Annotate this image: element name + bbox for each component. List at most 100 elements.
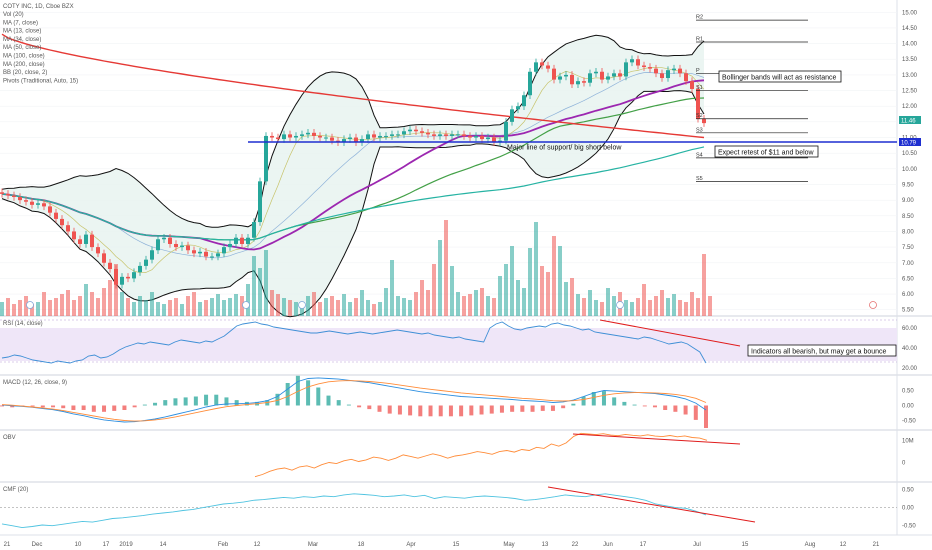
candle[interactable] — [36, 203, 40, 205]
candle[interactable] — [558, 76, 562, 80]
candle[interactable] — [564, 74, 568, 77]
candle[interactable] — [132, 272, 136, 279]
candle[interactable] — [528, 71, 532, 96]
candle[interactable] — [366, 134, 370, 140]
candle[interactable] — [162, 237, 166, 240]
bollinger-upper[interactable] — [1, 34, 705, 228]
candle[interactable] — [300, 134, 304, 136]
candle[interactable] — [468, 135, 472, 138]
rsi-trendline[interactable] — [599, 319, 741, 347]
candle[interactable] — [372, 134, 376, 138]
candle[interactable] — [54, 212, 58, 219]
candle[interactable] — [672, 68, 676, 71]
candle[interactable] — [420, 131, 424, 133]
macd-signal-line[interactable] — [1, 380, 707, 422]
candle[interactable] — [288, 134, 292, 138]
cmf-line[interactable] — [1, 493, 707, 529]
candle[interactable] — [240, 237, 244, 244]
candle[interactable] — [492, 137, 496, 143]
candle[interactable] — [624, 62, 628, 77]
candle[interactable] — [486, 137, 490, 140]
candle[interactable] — [246, 237, 250, 244]
candle[interactable] — [144, 259, 148, 266]
candle[interactable] — [156, 239, 160, 251]
legend-item[interactable]: MA (34, close) — [3, 37, 41, 43]
candle[interactable] — [474, 135, 478, 138]
legend-item[interactable]: MA (50, close) — [3, 45, 41, 51]
candle[interactable] — [96, 247, 100, 254]
candle[interactable] — [222, 247, 226, 254]
candle[interactable] — [228, 243, 232, 248]
rsi-line[interactable] — [1, 321, 707, 364]
candle[interactable] — [450, 134, 454, 136]
candle[interactable] — [90, 234, 94, 248]
ma-200-line[interactable] — [1, 33, 705, 139]
candle[interactable] — [108, 262, 112, 270]
candle[interactable] — [216, 253, 220, 257]
candle[interactable] — [126, 276, 130, 279]
candle[interactable] — [594, 71, 598, 74]
candle[interactable] — [360, 139, 364, 143]
candle[interactable] — [396, 134, 400, 136]
candle[interactable] — [312, 132, 316, 136]
candle[interactable] — [12, 195, 16, 198]
candle[interactable] — [456, 134, 460, 136]
candle[interactable] — [72, 231, 76, 240]
dividend-marker[interactable] — [26, 301, 34, 309]
candle[interactable] — [258, 181, 262, 223]
candle[interactable] — [306, 132, 310, 135]
candle[interactable] — [114, 269, 118, 285]
bollinger-lower[interactable] — [1, 90, 705, 318]
ma-7-line[interactable] — [1, 67, 705, 274]
candle[interactable] — [234, 237, 238, 244]
candle[interactable] — [342, 139, 346, 143]
legend-item[interactable]: MA (7, close) — [3, 20, 38, 26]
ma-100-line[interactable] — [1, 146, 705, 241]
annotation-indicators[interactable]: Indicators all bearish, but may get a bo… — [747, 344, 897, 357]
candle[interactable] — [138, 265, 142, 273]
candle[interactable] — [636, 59, 640, 66]
candle[interactable] — [48, 206, 52, 213]
candle[interactable] — [660, 73, 664, 79]
candle[interactable] — [390, 134, 394, 136]
candle[interactable] — [534, 62, 538, 72]
annotation-retest[interactable]: Expect retest of $11 and below — [714, 145, 819, 158]
candle[interactable] — [102, 253, 106, 263]
candle[interactable] — [180, 245, 184, 248]
earnings-marker[interactable] — [869, 301, 877, 309]
candle[interactable] — [630, 59, 634, 63]
candle[interactable] — [408, 129, 412, 132]
dividend-marker[interactable] — [616, 301, 624, 309]
candle[interactable] — [648, 67, 652, 69]
candle[interactable] — [426, 132, 430, 135]
candle[interactable] — [618, 73, 622, 77]
candle[interactable] — [192, 250, 196, 254]
legend-item[interactable]: MA (100, close) — [3, 54, 45, 60]
candle[interactable] — [444, 134, 448, 136]
obv-line[interactable] — [254, 432, 708, 478]
legend-item[interactable]: MA (13, close) — [3, 29, 41, 35]
candle[interactable] — [324, 137, 328, 139]
candle[interactable] — [552, 68, 556, 80]
candle[interactable] — [348, 137, 352, 140]
candle[interactable] — [78, 239, 82, 244]
candle[interactable] — [504, 121, 508, 141]
candle[interactable] — [186, 245, 190, 251]
candle[interactable] — [264, 135, 268, 182]
candle[interactable] — [570, 74, 574, 85]
candle[interactable] — [24, 200, 28, 202]
candle[interactable] — [150, 250, 154, 260]
candle[interactable] — [270, 135, 274, 138]
candle[interactable] — [438, 134, 442, 136]
cmf-trendline[interactable] — [547, 486, 756, 523]
candle[interactable] — [330, 137, 334, 141]
candle[interactable] — [600, 71, 604, 80]
candle[interactable] — [642, 65, 646, 68]
candle[interactable] — [414, 129, 418, 132]
macd-line[interactable] — [1, 377, 707, 423]
candle[interactable] — [276, 137, 280, 140]
candle[interactable] — [702, 118, 706, 124]
candle[interactable] — [654, 68, 658, 74]
candle[interactable] — [432, 134, 436, 136]
candle[interactable] — [666, 70, 670, 79]
